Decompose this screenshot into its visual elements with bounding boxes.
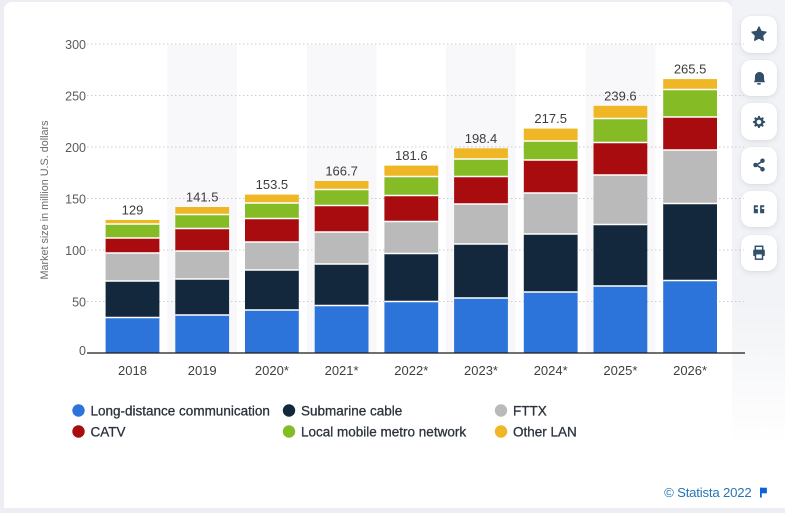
svg-text:© Statista 2022: © Statista 2022 <box>664 485 751 500</box>
svg-text:181.6: 181.6 <box>395 148 428 163</box>
svg-text:Local mobile metro network: Local mobile metro network <box>301 424 466 439</box>
svg-text:2023*: 2023* <box>464 363 498 378</box>
svg-text:2025*: 2025* <box>603 363 637 378</box>
svg-text:2021*: 2021* <box>325 363 359 378</box>
svg-text:2024*: 2024* <box>534 363 568 378</box>
svg-text:150: 150 <box>65 193 86 207</box>
svg-text:0: 0 <box>79 344 86 358</box>
svg-text:198.4: 198.4 <box>465 131 498 146</box>
svg-text:2026*: 2026* <box>673 363 707 378</box>
svg-text:2022*: 2022* <box>394 363 428 378</box>
svg-text:217.5: 217.5 <box>534 111 567 126</box>
svg-text:250: 250 <box>65 90 86 104</box>
svg-text:166.7: 166.7 <box>325 164 358 179</box>
svg-text:Other LAN: Other LAN <box>513 424 577 439</box>
svg-text:300: 300 <box>65 38 86 52</box>
svg-text:CATV: CATV <box>91 424 126 439</box>
svg-text:153.5: 153.5 <box>256 177 289 192</box>
svg-text:239.6: 239.6 <box>604 88 637 103</box>
svg-text:141.5: 141.5 <box>186 190 219 205</box>
svg-text:Market size in million U.S. do: Market size in million U.S. dollars <box>39 120 51 280</box>
svg-text:Long-distance communication: Long-distance communication <box>91 403 270 418</box>
svg-text:2018: 2018 <box>118 363 147 378</box>
svg-text:2019: 2019 <box>188 363 217 378</box>
svg-text:50: 50 <box>72 296 86 310</box>
svg-text:200: 200 <box>65 141 86 155</box>
svg-text:129: 129 <box>122 202 144 217</box>
svg-text:100: 100 <box>65 244 86 258</box>
svg-text:Submarine cable: Submarine cable <box>301 403 402 418</box>
svg-text:265.5: 265.5 <box>674 62 707 77</box>
svg-text:FTTX: FTTX <box>513 403 547 418</box>
svg-text:2020*: 2020* <box>255 363 289 378</box>
